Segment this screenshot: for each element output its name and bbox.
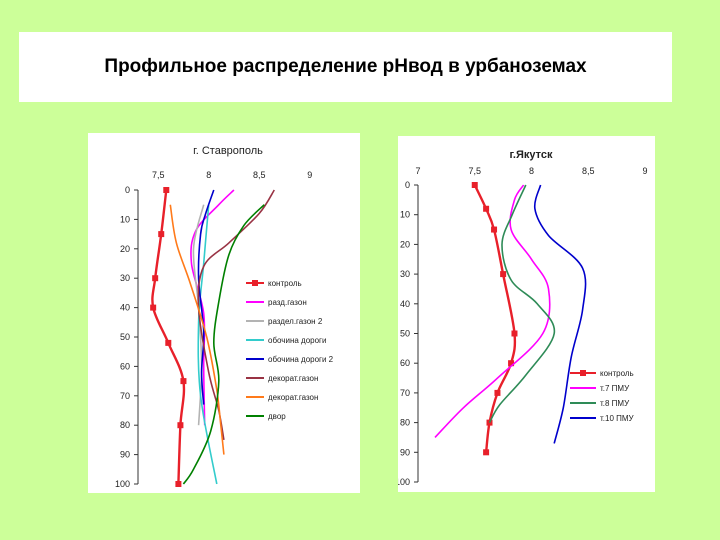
y-tick-label: 0 <box>405 180 410 190</box>
legend-label: обочина дороги 2 <box>268 355 334 364</box>
y-tick-label: 100 <box>398 477 410 487</box>
data-point-marker <box>511 330 518 337</box>
x-tick-label: 7,5 <box>152 170 165 180</box>
data-point-marker <box>150 304 157 311</box>
data-point-marker <box>175 481 182 487</box>
x-tick-label: 7,5 <box>468 166 481 176</box>
y-tick-label: 0 <box>125 185 130 195</box>
stavropol-chart-panel: г. Ставрополь 7,5 8 8,5 9 0 10 20 30 40 50 60 70 80 90… <box>88 133 360 493</box>
legend-label: декорат.газон <box>268 393 318 402</box>
data-point-marker <box>483 205 490 212</box>
data-point-marker <box>494 389 501 396</box>
data-point-marker <box>163 187 170 193</box>
legend-label: контроль <box>268 279 302 288</box>
y-tick-label: 60 <box>400 358 410 368</box>
data-point-marker <box>483 449 490 456</box>
y-tick-label: 70 <box>120 391 130 401</box>
x-tick-label: 9 <box>307 170 312 180</box>
x-tick-label: 8 <box>529 166 534 176</box>
y-tick-label: 80 <box>120 420 130 430</box>
y-tick-label: 90 <box>120 450 130 460</box>
series-line <box>197 189 215 405</box>
series-line <box>434 184 551 438</box>
data-point-marker <box>152 275 159 282</box>
x-tick-label: 8 <box>206 170 211 180</box>
y-tick-label: 30 <box>120 273 130 283</box>
chart-title: г. Ставрополь <box>193 145 263 157</box>
series-line <box>182 204 265 485</box>
series-line <box>197 204 218 485</box>
legend-label: обочина дороги <box>268 336 326 345</box>
title-box: Профильное распределение рНвод в урбаноз… <box>19 32 672 102</box>
yakutsk-chart: г.Якутск77,588,590102030405060708090100к… <box>398 149 648 487</box>
y-tick-label: 50 <box>120 332 130 342</box>
data-point-marker <box>177 422 184 429</box>
x-tick-label: 8,5 <box>582 166 595 176</box>
legend-marker <box>580 370 586 376</box>
x-tick-label: 8,5 <box>253 170 266 180</box>
series-line <box>197 189 275 441</box>
legend-label: контроль <box>600 369 634 378</box>
legend-label: разд.газон <box>268 298 307 307</box>
data-point-marker <box>165 339 172 346</box>
y-tick-label: 10 <box>400 210 410 220</box>
y-tick-label: 30 <box>400 269 410 279</box>
y-tick-label: 90 <box>400 447 410 457</box>
chart-title: г.Якутск <box>509 149 553 161</box>
y-tick-label: 20 <box>120 244 130 254</box>
y-tick-label: 50 <box>400 329 410 339</box>
y-tick-label: 60 <box>120 361 130 371</box>
data-point-marker <box>180 378 187 385</box>
y-tick-label: 20 <box>400 239 410 249</box>
y-tick-label: 10 <box>120 214 130 224</box>
y-tick-label: 40 <box>400 299 410 309</box>
x-tick-label: 7 <box>415 166 420 176</box>
y-tick-label: 100 <box>115 479 130 489</box>
legend-label: декорат.газон <box>268 374 318 383</box>
yakutsk-chart-panel: г.Якутск77,588,590102030405060708090100к… <box>398 136 655 492</box>
series-line <box>533 184 587 444</box>
data-point-marker <box>471 182 478 188</box>
legend-marker <box>252 280 258 286</box>
data-point-marker <box>158 231 165 238</box>
x-tick-label: 9 <box>642 166 647 176</box>
y-tick-label: 70 <box>400 388 410 398</box>
legend-label: двор <box>268 412 286 421</box>
data-point-marker <box>500 271 507 278</box>
series-line <box>169 204 225 455</box>
data-point-marker <box>508 360 515 367</box>
series-line <box>190 189 235 426</box>
slide-title: Профильное распределение рНвод в урбаноз… <box>104 56 587 77</box>
series-line <box>151 189 186 485</box>
series-line <box>488 184 556 423</box>
legend-label: т.8 ПМУ <box>600 399 630 408</box>
data-point-marker <box>491 226 498 233</box>
legend-label: т.10 ПМУ <box>600 414 635 423</box>
y-tick-label: 80 <box>400 418 410 428</box>
legend-label: т.7 ПМУ <box>600 384 630 393</box>
y-tick-label: 40 <box>120 303 130 313</box>
legend-label: раздел.газон 2 <box>268 317 323 326</box>
